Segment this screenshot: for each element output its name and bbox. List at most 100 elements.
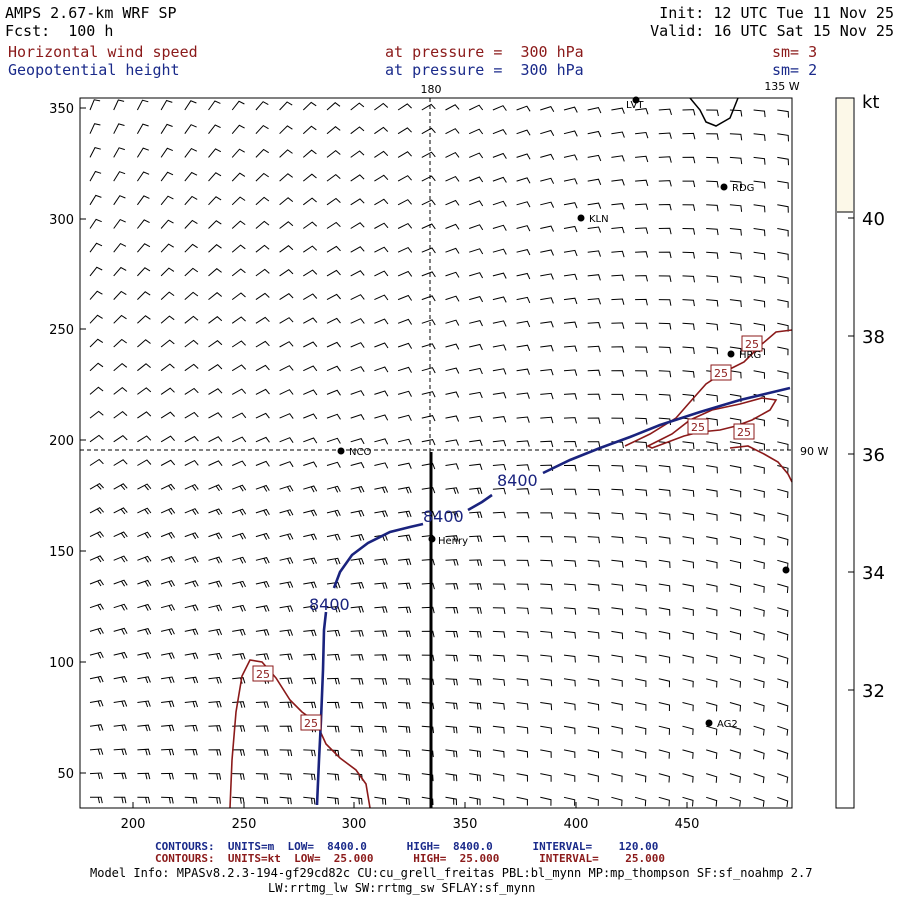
wind-barb [113,410,128,419]
wind-barb [516,796,528,806]
wind-barb [89,579,104,587]
wind-barb [682,583,694,593]
wind-barb [160,99,173,111]
wind-barb [540,678,553,687]
wind-barb [563,796,576,806]
wind-barb [777,678,789,689]
wind-barb [682,607,694,616]
wind-barb [635,108,649,115]
wind-barb [374,725,387,733]
wind-barb [374,222,389,229]
wind-barb [469,630,482,638]
wind-barb [89,194,102,206]
wind-barb [208,749,222,756]
wind-barb [634,773,647,783]
wind-barb [492,105,507,111]
wind-barb [137,411,152,419]
wind-barb [706,393,718,402]
wind-barb [303,317,318,324]
wind-barb [350,413,365,421]
wind-barb [706,559,718,569]
wind-barb [492,128,507,135]
wind-barb [658,203,672,211]
wind-barb [397,342,413,349]
wind-barb [682,393,695,402]
init-time: Init: 12 UTC Tue 11 Nov 25 [659,4,894,22]
wind-barb [611,536,624,544]
wind-barb [350,102,365,111]
wind-barb [232,796,245,804]
wind-barb [682,654,694,664]
wind-barb [563,393,578,400]
speed-labels: 25 25 25 25 25 25 [252,335,763,731]
wind-barb [540,536,553,543]
wind-barb [160,604,175,612]
station-dot-edge [782,566,790,574]
wind-barb [398,725,411,733]
wind-barb [706,180,719,188]
wind-barb [611,583,624,592]
wind-barb [777,417,789,427]
wind-barb [303,773,316,781]
wind-barb [469,176,484,183]
wind-barb [753,678,765,688]
wind-barb [729,749,741,760]
wind-barb [421,391,436,398]
wind-barb [279,533,294,541]
wind-barb [469,248,484,255]
wind-barb [326,221,341,229]
wind-barb [658,180,672,187]
wind-barb [208,436,223,443]
wind-barb [445,295,460,302]
colorbar-label-36: 36 [862,445,885,466]
wind-barb [563,417,577,424]
wind-barb [397,294,413,301]
wind-barb [398,606,412,614]
wind-barb [232,532,247,540]
wind-barb [136,147,149,158]
wind-barb [516,392,530,399]
wind-barb [231,436,247,443]
wind-barb [540,392,554,400]
wind-barb [374,174,389,182]
wind-barb [279,221,294,229]
wind-barb [469,607,482,614]
wind-barb [89,796,103,804]
stations: LVT RDG KLN HRG NCO Henry AG2 [337,96,790,730]
wind-barb [635,370,648,377]
wind-barb [587,796,599,806]
wind-barb [706,322,719,331]
wind-barb [445,725,458,734]
wind-barb [587,654,600,663]
wind-barb [184,580,199,588]
wind-barb [563,536,577,544]
wind-barb [89,170,102,182]
wind-barb [255,364,270,372]
wind-barb [303,749,316,757]
wind-barb [706,441,718,450]
wind-barb [777,133,789,142]
y-tick-150: 150 [49,545,74,560]
wind-barb [137,219,150,229]
wind-barb [729,133,743,141]
wind-barb [89,748,104,755]
wind-barb [753,441,765,451]
wind-barb [611,107,625,114]
meridian-90w-label: 90 W [800,445,828,458]
wind-barb [303,629,317,637]
wind-barb [421,199,436,206]
wind-barb [232,484,247,492]
wind-barb [777,512,789,522]
wind-barb [492,439,507,447]
wind-barb [706,702,718,712]
wind-barb [753,228,766,237]
wind-barb [753,488,765,498]
wind-barb [208,604,223,612]
wind-barb [445,463,459,470]
wind-barb [255,124,269,135]
wind-barb [326,149,341,158]
wind-barb [492,583,506,591]
wind-barb [516,201,531,208]
wind-barb [729,180,743,189]
wind-barb [658,227,672,235]
